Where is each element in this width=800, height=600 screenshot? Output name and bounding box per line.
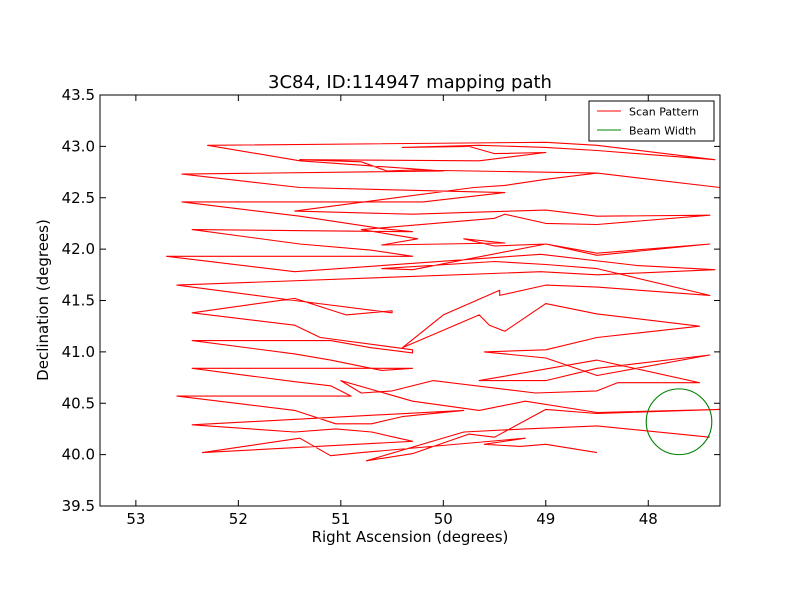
beam-width-circle-group: [645, 388, 713, 456]
x-tick-label: 48: [639, 510, 658, 528]
x-tick-label: 53: [126, 510, 145, 528]
y-tick-label: 40.0: [62, 446, 95, 464]
y-axis: 39.5 40.0 40.5 41.0 41.5 42.0 42.5 43.0 43.5: [62, 86, 720, 515]
y-tick-label: 41.5: [62, 292, 95, 310]
x-tick-label: 52: [229, 510, 248, 528]
y-tick-label: 41.0: [62, 343, 95, 361]
y-tick-label: 42.5: [62, 189, 95, 207]
series-scan-pattern: [166, 141, 721, 462]
legend-label-scan-pattern: Scan Pattern: [629, 106, 699, 119]
series-line-0: [166, 141, 721, 462]
x-axis-label: Right Ascension (degrees): [312, 528, 509, 546]
x-tick-label: 51: [331, 510, 350, 528]
y-tick-label: 39.5: [62, 497, 95, 515]
x-tick-label: 50: [434, 510, 453, 528]
legend-label-beam-width: Beam Width: [629, 125, 696, 138]
legend: Scan Pattern Beam Width: [588, 100, 715, 142]
beam-width-circle: [645, 388, 713, 456]
y-tick-label: 42.0: [62, 240, 95, 258]
x-axis: 53 52 51 50 49 48: [126, 95, 658, 528]
y-axis-label: Declination (degrees): [34, 219, 52, 381]
y-tick-label: 43.5: [62, 86, 95, 104]
y-tick-label: 40.5: [62, 394, 95, 412]
chart-title: 3C84, ID:114947 mapping path: [268, 72, 552, 93]
plot-area: [100, 95, 720, 506]
x-tick-label: 49: [536, 510, 555, 528]
y-tick-label: 43.0: [62, 137, 95, 155]
legend-box: [588, 100, 715, 142]
